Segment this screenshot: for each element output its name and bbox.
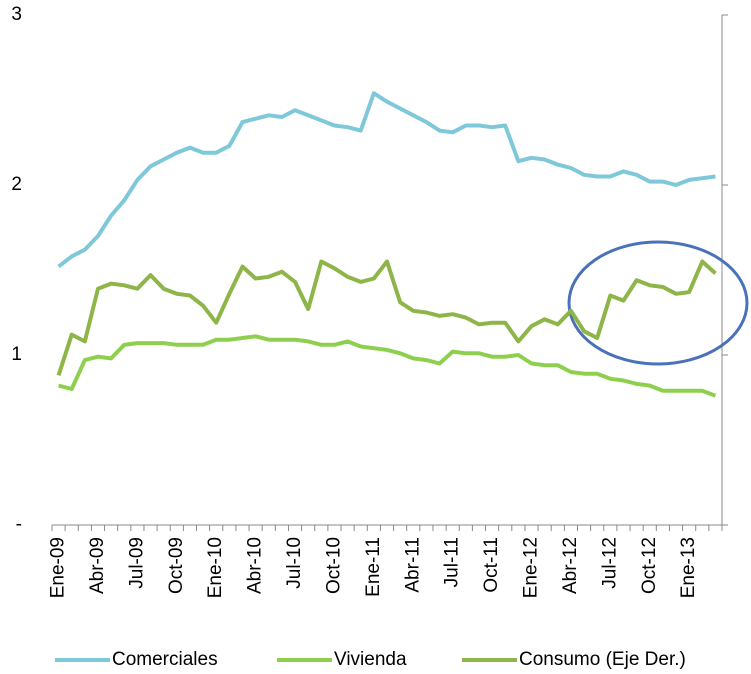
x-tick-label: Abr-11 <box>402 537 423 593</box>
legend-label: Consumo (Eje Der.) <box>519 649 686 670</box>
x-tick-label: Ene-13 <box>678 537 699 598</box>
x-tick-label: Jul-11 <box>442 537 463 587</box>
y-tick-label: 1 <box>11 344 22 365</box>
series-line <box>56 259 717 377</box>
y-tick-label: 2 <box>11 174 22 195</box>
x-tick-label: Jul-10 <box>284 537 305 589</box>
x-tick-label: Abr-10 <box>245 537 266 594</box>
highlight-ellipse <box>567 240 749 366</box>
series-line <box>57 91 716 269</box>
y-tick-label: - <box>16 514 22 535</box>
x-tick-label: Oct-12 <box>639 537 660 594</box>
x-tick-label: Ene-10 <box>205 537 226 598</box>
legend-label: Vivienda <box>334 649 407 670</box>
x-tick-label: Abr-12 <box>560 537 581 594</box>
x-tick-label: Jul-12 <box>599 537 620 589</box>
x-tick-label: Oct-10 <box>323 537 344 594</box>
x-tick-label: Abr-09 <box>87 537 108 594</box>
x-tick-label: Oct-09 <box>166 537 187 594</box>
x-tick-label: Ene-11 <box>363 537 384 597</box>
x-tick-label: Ene-09 <box>48 537 69 598</box>
x-tick-label: Ene-12 <box>521 537 542 598</box>
legend-label: Comerciales <box>112 649 218 670</box>
series-line <box>58 334 717 398</box>
x-tick-label: Oct-11 <box>481 537 502 593</box>
y-tick-label: 3 <box>11 4 22 25</box>
x-tick-label: Jul-09 <box>126 537 147 589</box>
